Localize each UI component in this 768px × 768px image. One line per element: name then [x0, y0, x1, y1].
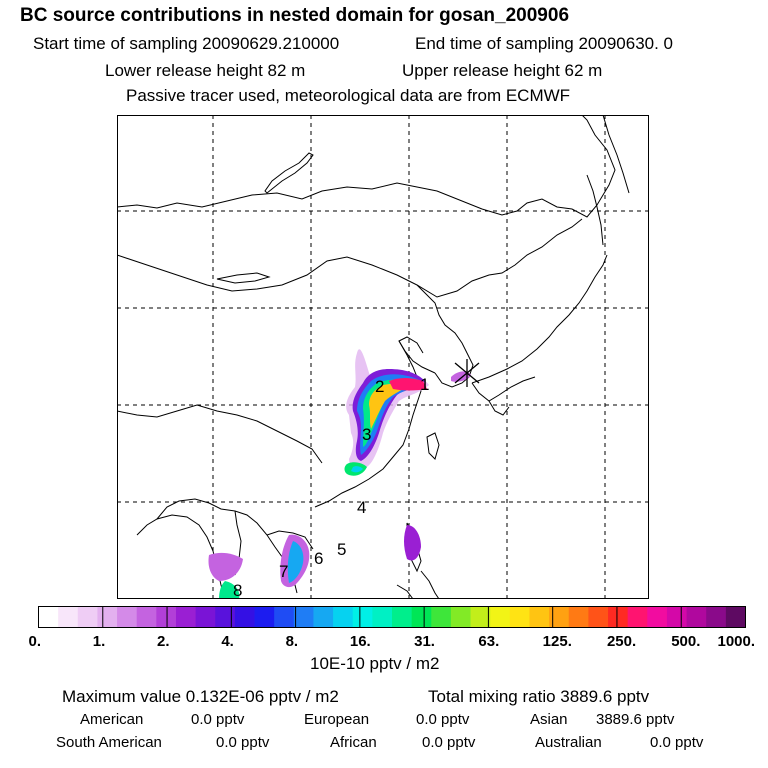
region-name-african: African [330, 734, 377, 751]
colorbar-cell [509, 606, 530, 628]
region-value-american: 0.0 pptv [191, 711, 245, 728]
colorbar-cell [215, 606, 236, 628]
region-name-european: European [304, 711, 370, 728]
colorbar-units: 10E-10 pptv / m2 [310, 654, 440, 673]
colorbar-cell [136, 606, 157, 628]
colorbar-cell [666, 606, 687, 628]
colorbar-cell [293, 606, 314, 628]
colorbar-cell [38, 606, 59, 628]
end-time-label: End time of sampling 20090630. 0 [415, 34, 674, 53]
colorbar-tick-label: 2. [157, 633, 170, 650]
region-name-south-american: South American [56, 734, 162, 751]
region-label-7: 7 [279, 562, 288, 581]
colorbar-tick-label: 63. [478, 633, 499, 650]
colorbar-cell [647, 606, 668, 628]
colorbar-cell [411, 606, 432, 628]
colorbar-cell [627, 606, 648, 628]
colorbar-cell [588, 606, 609, 628]
region-value-south-american: 0.0 pptv [216, 734, 270, 751]
colorbar-cell [117, 606, 138, 628]
colorbar-tick-label: 4. [221, 633, 234, 650]
colorbar-cell [470, 606, 491, 628]
colorbar-cell [608, 606, 629, 628]
colorbar-cell [352, 606, 373, 628]
receptor-marker [454, 359, 480, 387]
colorbar-cell [333, 606, 354, 628]
colorbar-cell [195, 606, 216, 628]
colorbar-cell [686, 606, 707, 628]
colorbar-cell [274, 606, 295, 628]
colorbar-tick-label: 1000. [718, 633, 756, 650]
colorbar-tick-label: 31. [414, 633, 435, 650]
colorbar-cell [450, 606, 471, 628]
colorbar-cell [392, 606, 413, 628]
colorbar-cell [156, 606, 177, 628]
colorbar-cell [58, 606, 79, 628]
colorbar-cell [529, 606, 550, 628]
colorbar-cell [313, 606, 334, 628]
region-value-australian: 0.0 pptv [650, 734, 704, 751]
colorbar-cell [725, 606, 746, 628]
colorbar-tick-label: 16. [350, 633, 371, 650]
lower-release-label: Lower release height 82 m [105, 61, 306, 80]
maximum-value: Maximum value 0.132E-06 pptv / m2 [62, 687, 339, 706]
colorbar-tick-label: 250. [607, 633, 636, 650]
region-name-australian: Australian [535, 734, 602, 751]
colorbar-cell [254, 606, 275, 628]
region-value-asian: 3889.6 pptv [596, 711, 675, 728]
colorbar-cell [372, 606, 393, 628]
start-time-label: Start time of sampling 20090629.210000 [33, 34, 340, 53]
lat-lon-grid [117, 115, 649, 599]
region-name-american: American [80, 711, 144, 728]
contribution-plume [208, 349, 471, 599]
region-value-european: 0.0 pptv [416, 711, 470, 728]
coastlines [117, 115, 630, 599]
colorbar-tick-label: 500. [671, 633, 700, 650]
colorbar-cell [234, 606, 255, 628]
colorbar-tick-label: 1. [93, 633, 106, 650]
colorbar-cell [490, 606, 511, 628]
colorbar-cell [77, 606, 98, 628]
colorbar-cell [175, 606, 197, 628]
region-name-asian: Asian [530, 711, 568, 728]
region-label-1: 1 [420, 375, 429, 394]
region-label-5: 5 [337, 540, 346, 559]
total-mixing-ratio: Total mixing ratio 3889.6 pptv [428, 687, 650, 706]
region-label-4: 4 [357, 498, 366, 517]
colorbar-tick-label: 8. [286, 633, 299, 650]
region-label-6: 6 [314, 549, 323, 568]
upper-release-label: Upper release height 62 m [402, 61, 603, 80]
colorbar: 0. 1. 2. 4. 8. 16. 31. 63. 125. 250. 500. 1000. [29, 606, 756, 650]
map-panel: 1 2 3 4 5 6 7 8 [117, 115, 649, 599]
colorbar-cell [568, 606, 589, 628]
colorbar-cell [97, 606, 118, 628]
colorbar-cell [431, 606, 452, 628]
colorbar-cell [706, 606, 727, 628]
tracer-note: Passive tracer used, meteorological data… [126, 86, 571, 105]
chart-title: BC source contributions in nested domain… [20, 5, 570, 26]
colorbar-tick-label: 125. [543, 633, 572, 650]
colorbar-tick-label: 0. [29, 633, 42, 650]
region-label-2: 2 [375, 377, 384, 396]
region-value-african: 0.0 pptv [422, 734, 476, 751]
colorbar-cell [549, 606, 570, 628]
region-label-8: 8 [233, 581, 242, 599]
region-label-3: 3 [362, 425, 371, 444]
